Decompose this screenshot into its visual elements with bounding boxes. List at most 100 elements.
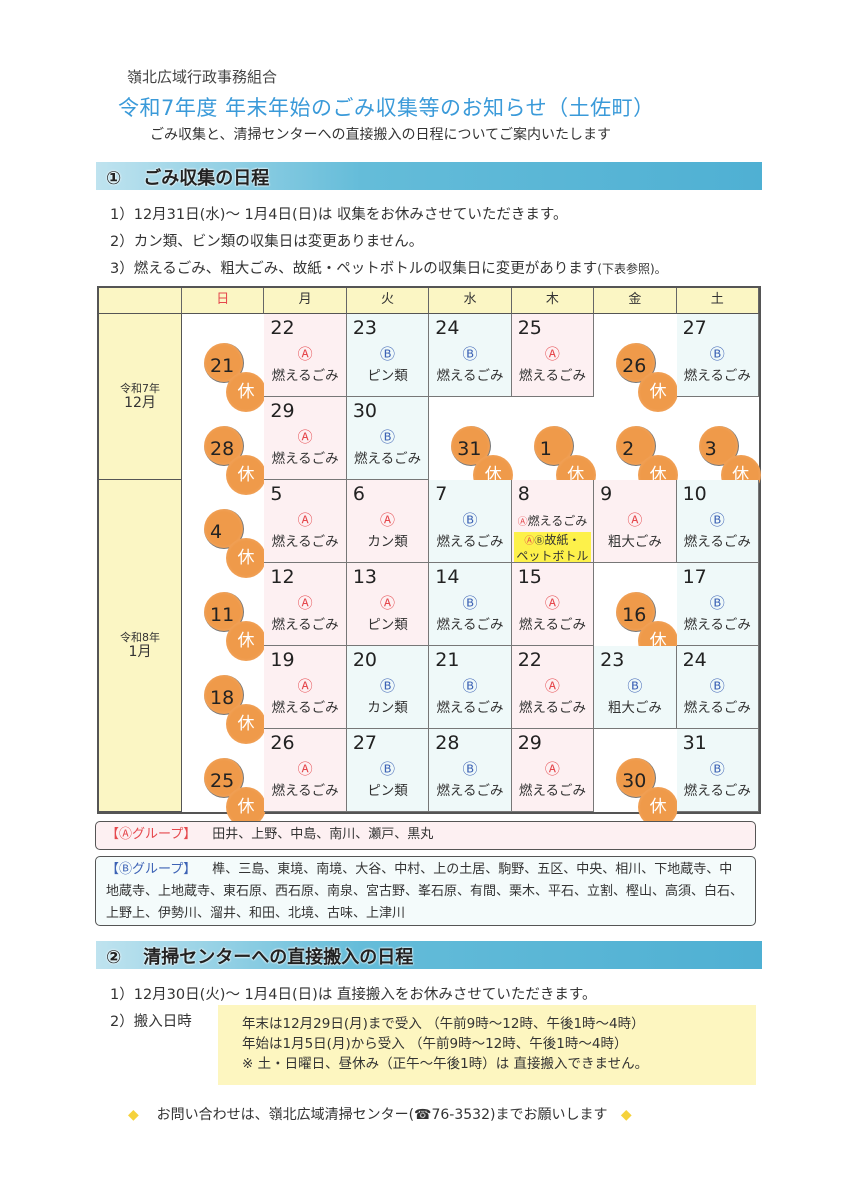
day-number: 10 [682, 483, 707, 505]
collection-label: 燃えるごみ [271, 534, 339, 550]
section1-heading: ① ごみ収集の日程 [96, 162, 762, 190]
collection-label: 燃えるごみ [436, 617, 504, 633]
calendar-day-cell: 7 Ⓑ 燃えるごみ [429, 480, 512, 563]
day-number: 12 [270, 566, 295, 588]
day-number: 4 [210, 521, 223, 543]
section-number: ① [106, 168, 122, 189]
group-a-symbol: Ⓐ [297, 428, 313, 446]
group-a-symbol: Ⓐ [544, 760, 560, 778]
group-b-symbol: Ⓑ [380, 345, 396, 363]
collection-label: 燃えるごみ [518, 617, 586, 633]
notice-line-3: 3）燃えるごみ、粗大ごみ、故紙・ペットボトルの収集日に変更があります(下表参照)… [110, 257, 667, 278]
holiday-badge: 休 [638, 372, 679, 412]
collection-label: ピン類 [367, 617, 408, 633]
calendar-day-cell: 29 Ⓐ 燃えるごみ [511, 729, 595, 812]
day-number: 16 [622, 604, 647, 626]
day-number: 31 [682, 732, 707, 754]
collection-label: 故紙・ [544, 533, 581, 547]
year-end-hours: 年末は12月29日(月)まで受入 （午前9時～12時、午後1時～4時） [242, 1016, 645, 1032]
diamond-icon: ◆ [620, 1107, 632, 1123]
collection-label: カン類 [367, 700, 408, 716]
holiday-badge: 休 [226, 621, 266, 661]
collection-label: 燃えるごみ [436, 783, 504, 799]
calendar-day-cell: 17 Ⓑ 燃えるごみ [676, 563, 759, 646]
paper-pet-highlight: ⒶⒷ故紙・ ペットボトル [513, 532, 592, 563]
group-b-symbol: Ⓑ [380, 428, 396, 446]
paper-line: ⒶⒷ故紙・ [514, 533, 591, 549]
notice-line-3-text: 3）燃えるごみ、粗大ごみ、故紙・ペットボトルの収集日に変更があります [110, 261, 598, 277]
collection-label: 燃えるごみ [436, 368, 504, 384]
group-b-symbol: Ⓑ [534, 536, 545, 547]
era-label: 令和7年 [120, 381, 160, 395]
group-b-symbol: Ⓑ [709, 677, 725, 695]
day-number: 23 [600, 649, 625, 671]
calendar-day-cell: 26 休 [616, 343, 679, 412]
collection-label: ピン類 [367, 783, 408, 799]
group-a-symbol: Ⓐ [544, 345, 560, 363]
section-title: ごみ収集の日程 [143, 168, 270, 189]
group-b-label: 【Ⓑグループ】 [106, 862, 197, 877]
collection-label: 燃えるごみ [518, 700, 586, 716]
group-a-symbol: Ⓐ [380, 511, 396, 529]
group-b-box: 【Ⓑグループ】 榫、三島、東境、南境、大谷、中村、上の土居、駒野、五区、中央、相川… [95, 856, 756, 926]
era-label: 令和8年 [120, 630, 160, 644]
calendar-day-cell: 27 Ⓑ ピン類 [346, 729, 430, 812]
day-number: 28 [435, 732, 460, 754]
calendar-day-cell: 29 Ⓐ 燃えるごみ [264, 397, 347, 480]
day-number: 30 [622, 770, 647, 792]
section-number: ② [106, 947, 122, 968]
diamond-icon: ◆ [128, 1107, 139, 1123]
collection-label: 燃えるごみ [436, 534, 504, 550]
holiday-badge: 休 [226, 455, 266, 495]
calendar-day-cell: 21 休 [204, 343, 266, 412]
day-number: 31 [457, 438, 482, 460]
day-number: 17 [682, 566, 707, 588]
notice-line-1: 1）12月31日(水)～ 1月4日(日)は 収集をお休みさせていただきます。 [110, 207, 568, 223]
calendar-day-cell: 31 Ⓑ 燃えるごみ [676, 729, 759, 812]
calendar-day-cell: 19 Ⓐ 燃えるごみ [264, 646, 347, 729]
group-b-symbol: Ⓑ [627, 677, 643, 695]
calendar-day-cell: 15 Ⓐ 燃えるごみ [511, 563, 595, 646]
holiday-badge: 休 [226, 704, 266, 744]
collection-label: カン類 [367, 534, 408, 550]
day-number: 22 [517, 649, 542, 671]
month-name: 1月 [128, 643, 152, 660]
holiday-badge: 休 [226, 372, 266, 412]
calendar-day-cell: 14 Ⓑ 燃えるごみ [429, 563, 512, 646]
group-a-label: 【Ⓐグループ】 [106, 827, 197, 842]
collection-label: 燃えるごみ [518, 783, 586, 799]
group-b-symbol: Ⓑ [709, 760, 725, 778]
calendar-day-cell: 10 Ⓑ 燃えるごみ [676, 480, 759, 563]
group-a-symbol: Ⓐ [297, 594, 313, 612]
day-number: 30 [352, 400, 378, 422]
day-number: 2 [622, 438, 635, 460]
collection-label: 燃えるごみ [683, 700, 751, 716]
dropoff-note: ※ 土・日曜日、昼休み（正午～午後1時）は 直接搬入できません。 [242, 1056, 649, 1072]
calendar-day-cell: 28 休 [204, 426, 266, 495]
calendar-day-cell: 22 Ⓐ 燃えるごみ [264, 314, 347, 397]
day-number: 27 [682, 317, 707, 339]
calendar-day-cell: 28 Ⓑ 燃えるごみ [429, 729, 512, 812]
calendar-day-cell: 9 Ⓐ 粗大ごみ [594, 480, 677, 563]
calendar-day-cell: 23 Ⓑ ピン類 [346, 314, 430, 397]
calendar-day-cell: 18 休 [204, 675, 266, 744]
day-number: 25 [210, 770, 235, 792]
calendar-day-cell: 22 Ⓐ 燃えるごみ [511, 646, 595, 729]
calendar-day-cell: 25 Ⓐ 燃えるごみ [511, 314, 595, 397]
day-number: 13 [352, 566, 378, 588]
group-a-areas: 田井、上野、中島、南川、瀬戸、黒丸 [212, 827, 434, 842]
collection-label: 燃えるごみ [354, 451, 422, 467]
contact-text: お問い合わせは、嶺北広域清掃センター(☎76-3532)までお願いします [156, 1107, 608, 1123]
calendar-day-cell: 30 休 [616, 758, 679, 827]
calendar-day-cell: 20 Ⓑ カン類 [346, 646, 430, 729]
new-year-hours: 年始は1月5日(月)から受入 （午前9時～12時、午後1時～4時） [242, 1036, 628, 1052]
group-b-symbol: Ⓑ [462, 594, 478, 612]
collection-label: 燃えるごみ [271, 783, 339, 799]
collection-label: 燃えるごみ [271, 617, 339, 633]
calendar-day-cell: 16 休 [616, 592, 679, 661]
day-number: 27 [352, 732, 378, 754]
group-b-symbol: Ⓑ [709, 511, 725, 529]
